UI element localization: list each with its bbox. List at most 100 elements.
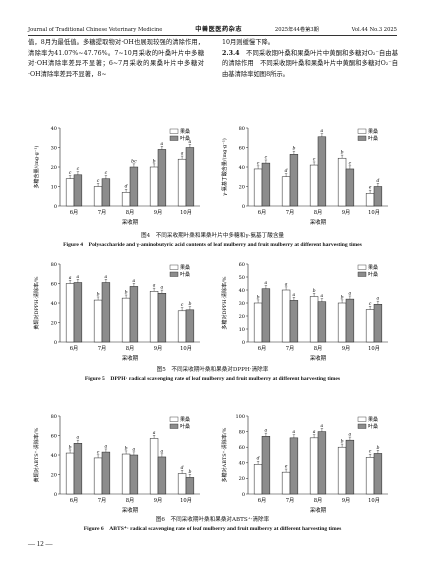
legend-swatch bbox=[357, 135, 367, 141]
x-axis-title: 采收期 bbox=[310, 506, 326, 514]
bar-leaf bbox=[289, 437, 299, 495]
x-tick-label: 10月 bbox=[180, 209, 192, 216]
significance-letter: b bbox=[341, 150, 344, 156]
significance-letter: a bbox=[265, 429, 268, 434]
legend-label: 叶桑 bbox=[180, 423, 190, 430]
bar-leaf bbox=[289, 154, 299, 207]
x-tick-label: 9月 bbox=[154, 497, 163, 504]
x-tick-label: 9月 bbox=[342, 497, 351, 504]
running-header: Journal of Traditional Chinese Veterinar… bbox=[28, 22, 397, 36]
left-column: 值，8月为最低值。多糖提取物对·OH也展现较强的清除作用，清除率为41.07%~… bbox=[28, 38, 204, 80]
significance-letter: b bbox=[97, 291, 100, 297]
significance-letter: a bbox=[153, 431, 156, 436]
significance-letter: d bbox=[257, 456, 260, 462]
x-tick-label: 7月 bbox=[98, 209, 107, 216]
bar-leaf bbox=[345, 439, 355, 495]
x-tick-label: 6月 bbox=[70, 497, 79, 504]
bar-leaf bbox=[73, 174, 83, 207]
bar-leaf bbox=[129, 286, 139, 343]
right-column: 10月则缓慢下降。 2.3.4 不同采收期叶桑和果桑叶片中黄酮和多糖对O₂⁻自由… bbox=[222, 38, 398, 80]
legend-swatch bbox=[169, 135, 179, 141]
legend-label: 果桑 bbox=[368, 128, 378, 135]
bar-fruit bbox=[281, 471, 291, 495]
x-tick-label: 9月 bbox=[342, 345, 351, 352]
bar-leaf bbox=[185, 147, 195, 207]
bar-fruit bbox=[65, 283, 75, 343]
x-tick-label: 8月 bbox=[126, 497, 135, 504]
bar-fruit bbox=[365, 457, 375, 495]
significance-letter: b bbox=[188, 469, 191, 475]
y-tick-label: 30 bbox=[239, 301, 245, 307]
significance-letter: d bbox=[376, 178, 379, 184]
y-tick-label: 80 bbox=[239, 429, 245, 435]
x-axis-title: 采收期 bbox=[310, 354, 326, 362]
chart-fig6b: 0 20 40 60 80 100 6月 d a 7月 e a 8月 a a 9月 b a 10月 c b 果桑 叶桑 采收期… bbox=[218, 408, 398, 516]
x-tick-label: 6月 bbox=[258, 497, 267, 504]
chart-fig4a: 0 10 20 30 40 6月 c c 7月 c c 8月 d bc 9月 b a 10月 a a 果桑 叶桑 采收期 多糖… bbox=[30, 120, 210, 228]
y-tick-label: 40 bbox=[239, 165, 245, 171]
bar-fruit bbox=[281, 176, 291, 207]
y-tick-label: 80 bbox=[239, 126, 245, 132]
y-tick-label: 60 bbox=[51, 281, 57, 287]
x-tick-label: 6月 bbox=[258, 209, 267, 216]
x-tick-label: 10月 bbox=[368, 209, 380, 216]
x-tick-label: 9月 bbox=[342, 209, 351, 216]
x-tick-label: 10月 bbox=[180, 497, 192, 504]
significance-letter: a bbox=[189, 140, 192, 145]
y-axis-title: 黄酮对DPPH·清除率/% bbox=[33, 276, 40, 329]
significance-letter: b bbox=[125, 445, 128, 451]
body-text: 值，8月为最低值。多糖提取物对·OH也展现较强的清除作用，清除率为41.07%~… bbox=[28, 38, 398, 116]
significance-letter: c bbox=[181, 303, 184, 308]
x-axis-title: 采收期 bbox=[122, 354, 138, 362]
bar-fruit bbox=[253, 168, 263, 207]
legend-swatch bbox=[357, 264, 367, 270]
bar-fruit bbox=[337, 446, 347, 495]
y-tick-label: 40 bbox=[51, 453, 57, 459]
y-tick-label: 40 bbox=[51, 126, 57, 132]
significance-letter: c bbox=[313, 157, 316, 162]
y-tick-label: 0 bbox=[242, 492, 245, 498]
caption-fig5-cn: 图5 不同采收期叶桑和果桑对DPPH·清除率 bbox=[156, 367, 269, 373]
legend-swatch bbox=[169, 264, 179, 270]
significance-letter: c bbox=[369, 450, 372, 455]
section-number: 2.3.4 bbox=[222, 49, 240, 57]
bar-fruit bbox=[281, 289, 291, 343]
y-tick-label: 30 bbox=[51, 145, 57, 151]
significance-letter: a bbox=[161, 449, 164, 454]
y-tick-label: 10 bbox=[51, 184, 57, 190]
significance-letter: a bbox=[77, 275, 80, 280]
x-axis-title: 采收期 bbox=[122, 506, 138, 514]
journal-name: Journal of Traditional Chinese Veterinar… bbox=[28, 27, 163, 33]
x-tick-label: 9月 bbox=[154, 345, 163, 352]
y-tick-label: 0 bbox=[242, 204, 245, 210]
significance-letter: a bbox=[77, 436, 80, 441]
y-tick-label: 40 bbox=[51, 301, 57, 307]
y-tick-label: 60 bbox=[239, 262, 245, 268]
y-axis-title: γ-氨基丁酸含量/(mg·g⁻¹) bbox=[221, 138, 228, 196]
bar-fruit bbox=[253, 302, 263, 343]
y-tick-label: 0 bbox=[54, 492, 57, 498]
significance-letter: b bbox=[376, 445, 379, 451]
legend-swatch bbox=[169, 416, 179, 422]
y-tick-label: 20 bbox=[51, 165, 57, 171]
page-number: — 12 — bbox=[28, 540, 53, 548]
bar-fruit bbox=[65, 178, 75, 207]
x-tick-label: 9月 bbox=[154, 209, 163, 216]
significance-letter: c bbox=[69, 171, 72, 176]
x-tick-label: 10月 bbox=[368, 345, 380, 352]
significance-letter: a bbox=[349, 291, 352, 296]
significance-letter: a bbox=[293, 430, 296, 435]
bar-leaf bbox=[157, 149, 167, 207]
significance-letter: b bbox=[257, 294, 260, 300]
significance-letter: b bbox=[313, 288, 316, 294]
x-tick-label: 8月 bbox=[126, 209, 135, 216]
legend-swatch bbox=[357, 423, 367, 429]
significance-letter: a bbox=[133, 279, 136, 284]
legend-label: 叶桑 bbox=[368, 135, 378, 142]
bar-leaf bbox=[129, 166, 139, 207]
y-tick-label: 100 bbox=[235, 414, 245, 420]
right-continuation: 10月则缓慢下降。 bbox=[222, 39, 275, 46]
bar-fruit bbox=[93, 457, 103, 495]
bar-fruit bbox=[309, 296, 319, 343]
issue-cn: 2025年44卷第3期 bbox=[274, 27, 319, 33]
